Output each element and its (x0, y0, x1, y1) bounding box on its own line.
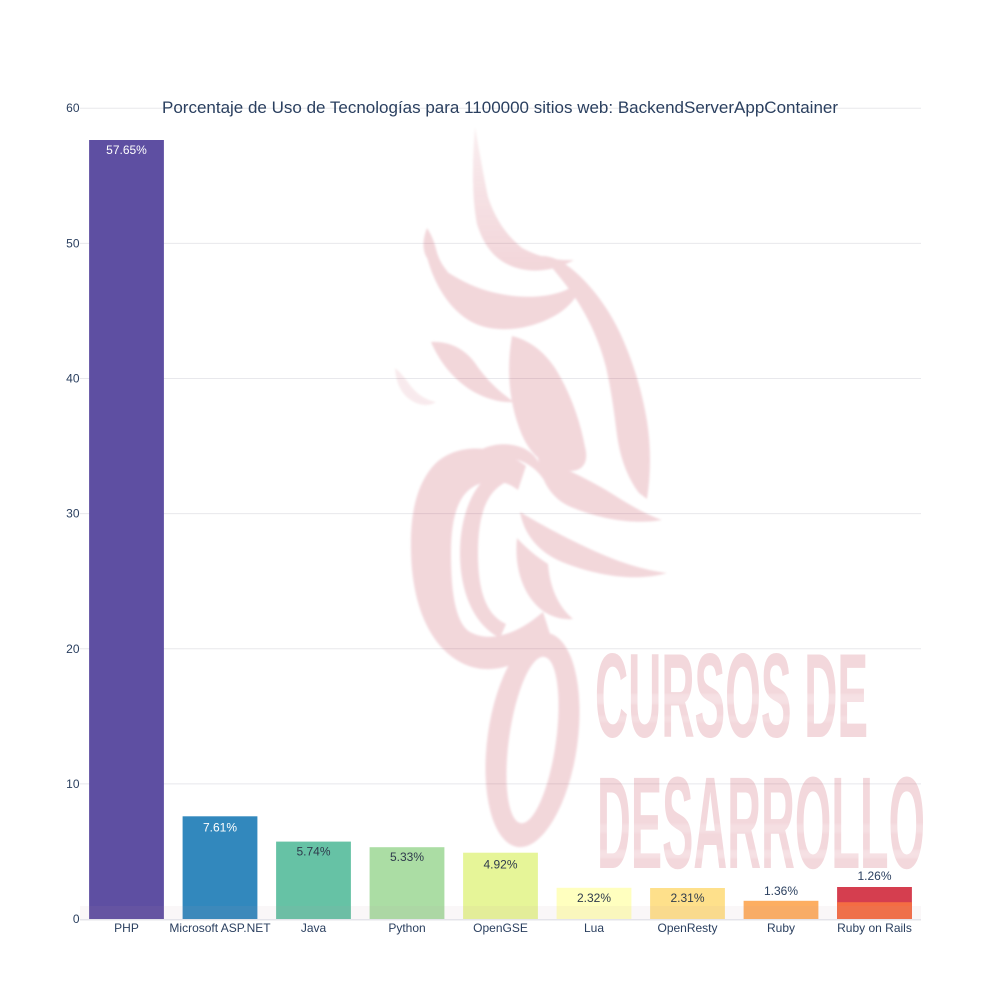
svg-text:60: 60 (66, 101, 80, 115)
svg-text:50: 50 (66, 236, 80, 250)
svg-text:10: 10 (66, 777, 80, 791)
svg-text:2.31%: 2.31% (670, 891, 704, 905)
svg-text:0: 0 (73, 912, 80, 926)
svg-text:Ruby: Ruby (767, 921, 795, 935)
svg-text:Ruby on Rails: Ruby on Rails (837, 921, 912, 935)
svg-text:2.32%: 2.32% (577, 891, 611, 905)
svg-text:DESARROLLO: DESARROLLO (597, 749, 925, 896)
svg-text:OpenGSE: OpenGSE (473, 921, 528, 935)
svg-text:20: 20 (66, 642, 80, 656)
svg-text:1.36%: 1.36% (764, 884, 798, 898)
svg-text:Lua: Lua (584, 921, 604, 935)
svg-text:4.92%: 4.92% (483, 857, 517, 871)
svg-text:Python: Python (388, 921, 425, 935)
svg-text:Java: Java (301, 921, 327, 935)
svg-text:5.33%: 5.33% (390, 850, 424, 864)
svg-text:Microsoft ASP.NET: Microsoft ASP.NET (169, 921, 271, 935)
svg-text:40: 40 (66, 372, 80, 386)
svg-text:PHP: PHP (114, 921, 139, 935)
svg-text:Porcentaje de Uso de Tecnologí: Porcentaje de Uso de Tecnologías para 11… (162, 98, 838, 117)
svg-text:7.61%: 7.61% (203, 820, 237, 834)
svg-text:30: 30 (66, 507, 80, 521)
svg-text:57.65%: 57.65% (106, 143, 147, 157)
svg-text:5.74%: 5.74% (296, 845, 330, 859)
svg-text:1.26%: 1.26% (857, 869, 891, 883)
svg-text:OpenResty: OpenResty (657, 921, 717, 935)
